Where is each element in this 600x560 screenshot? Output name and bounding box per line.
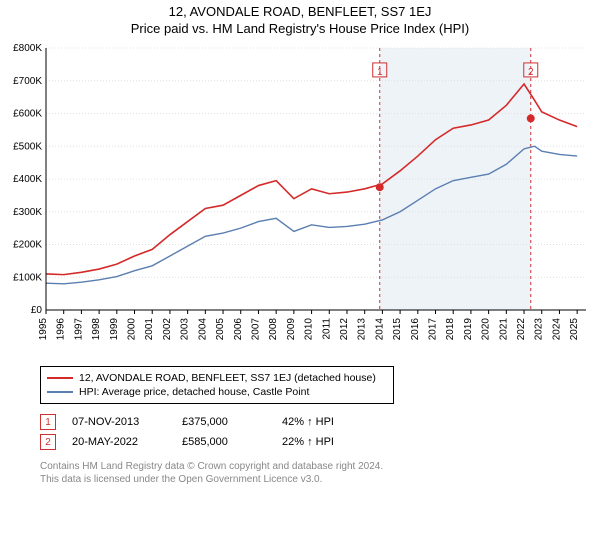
svg-text:£700K: £700K xyxy=(13,76,42,87)
svg-text:2006: 2006 xyxy=(233,318,244,341)
price-chart: £0 £100K £200K £300K £400K £500K £600K £700K £80… xyxy=(0,40,600,360)
svg-text:£500K: £500K xyxy=(13,141,42,152)
svg-text:2017: 2017 xyxy=(428,318,439,341)
chart-title-sub: Price paid vs. HM Land Registry's House … xyxy=(0,19,600,40)
svg-text:2025: 2025 xyxy=(569,318,580,341)
svg-text:£400K: £400K xyxy=(13,174,42,185)
svg-text:2013: 2013 xyxy=(357,318,368,341)
svg-text:2016: 2016 xyxy=(410,318,421,341)
svg-text:2011: 2011 xyxy=(321,318,332,340)
svg-text:£0: £0 xyxy=(31,305,43,316)
svg-text:2019: 2019 xyxy=(463,318,474,341)
svg-text:1998: 1998 xyxy=(91,318,102,341)
attribution: Contains HM Land Registry data © Crown c… xyxy=(40,460,600,486)
event-price: £585,000 xyxy=(182,436,282,448)
event-marker-icon: 1 xyxy=(40,414,56,430)
event-marker-icon: 2 xyxy=(40,434,56,450)
event-price: £375,000 xyxy=(182,416,282,428)
chart-container: 12, AVONDALE ROAD, BENFLEET, SS7 1EJ Pri… xyxy=(0,0,600,560)
legend-swatch xyxy=(47,377,73,379)
attribution-line: This data is licensed under the Open Gov… xyxy=(40,473,600,486)
legend-row: HPI: Average price, detached house, Cast… xyxy=(47,385,387,399)
svg-text:2021: 2021 xyxy=(498,318,509,341)
svg-text:2001: 2001 xyxy=(144,318,155,341)
svg-text:£800K: £800K xyxy=(13,43,42,54)
svg-text:£100K: £100K xyxy=(13,272,42,283)
legend-swatch xyxy=(47,391,73,393)
svg-text:2009: 2009 xyxy=(286,318,297,341)
event-row: 2 20-MAY-2022 £585,000 22% ↑ HPI xyxy=(40,432,600,452)
svg-text:2024: 2024 xyxy=(551,318,562,341)
svg-text:2004: 2004 xyxy=(197,318,208,341)
svg-text:1997: 1997 xyxy=(73,318,84,341)
svg-text:£300K: £300K xyxy=(13,207,42,218)
svg-text:2020: 2020 xyxy=(481,318,492,341)
svg-text:2000: 2000 xyxy=(127,318,138,341)
svg-text:2022: 2022 xyxy=(516,318,527,341)
svg-text:1995: 1995 xyxy=(38,318,49,341)
svg-text:1996: 1996 xyxy=(56,318,67,341)
svg-text:2: 2 xyxy=(528,67,534,78)
attribution-line: Contains HM Land Registry data © Crown c… xyxy=(40,460,600,473)
chart-title-main: 12, AVONDALE ROAD, BENFLEET, SS7 1EJ xyxy=(0,0,600,19)
svg-text:2014: 2014 xyxy=(374,318,385,341)
svg-text:2023: 2023 xyxy=(534,318,545,341)
event-date: 20-MAY-2022 xyxy=(72,436,182,448)
legend: 12, AVONDALE ROAD, BENFLEET, SS7 1EJ (de… xyxy=(40,366,394,404)
svg-text:1: 1 xyxy=(377,67,383,78)
event-row: 1 07-NOV-2013 £375,000 42% ↑ HPI xyxy=(40,412,600,432)
event-delta: 42% ↑ HPI xyxy=(282,416,382,428)
svg-text:2002: 2002 xyxy=(162,318,173,341)
svg-text:2012: 2012 xyxy=(339,318,350,341)
svg-text:2018: 2018 xyxy=(445,318,456,341)
svg-text:£600K: £600K xyxy=(13,109,42,120)
svg-text:2015: 2015 xyxy=(392,318,403,341)
svg-text:1999: 1999 xyxy=(109,318,120,341)
event-date: 07-NOV-2013 xyxy=(72,416,182,428)
event-delta: 22% ↑ HPI xyxy=(282,436,382,448)
svg-text:2008: 2008 xyxy=(268,318,279,341)
svg-text:2010: 2010 xyxy=(304,318,315,341)
svg-text:2003: 2003 xyxy=(180,318,191,341)
legend-label: 12, AVONDALE ROAD, BENFLEET, SS7 1EJ (de… xyxy=(79,372,376,384)
events-table: 1 07-NOV-2013 £375,000 42% ↑ HPI 2 20-MA… xyxy=(40,412,600,452)
legend-row: 12, AVONDALE ROAD, BENFLEET, SS7 1EJ (de… xyxy=(47,371,387,385)
svg-text:2007: 2007 xyxy=(250,318,261,341)
svg-text:2005: 2005 xyxy=(215,318,226,341)
legend-label: HPI: Average price, detached house, Cast… xyxy=(79,386,309,398)
svg-text:£200K: £200K xyxy=(13,240,42,251)
